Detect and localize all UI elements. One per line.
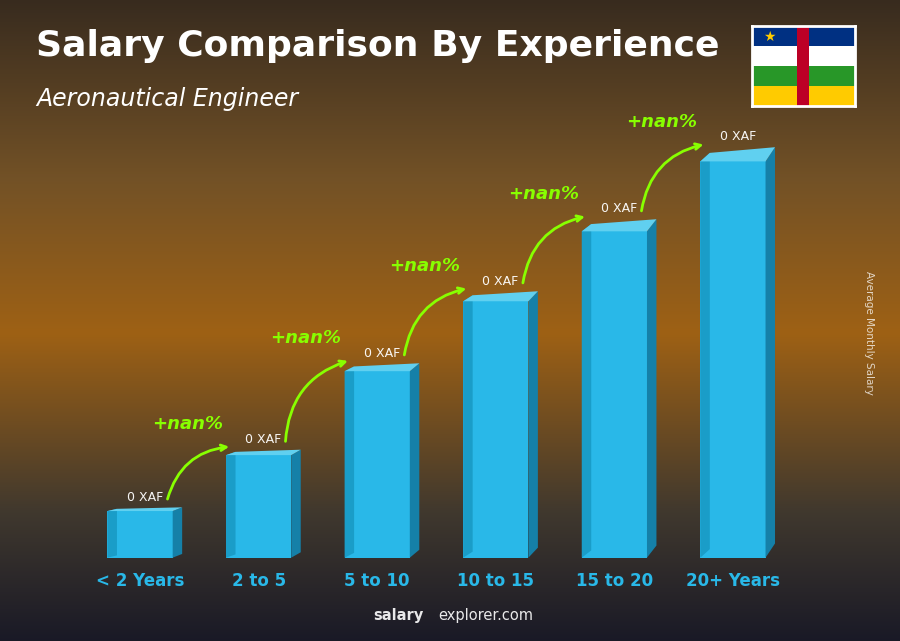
Polygon shape (464, 291, 538, 301)
Text: 0 XAF: 0 XAF (127, 490, 163, 504)
Text: salary: salary (374, 608, 424, 623)
Polygon shape (528, 291, 538, 558)
Text: +nan%: +nan% (508, 185, 579, 203)
Polygon shape (766, 147, 775, 558)
Bar (226, 455, 292, 558)
Text: +nan%: +nan% (389, 257, 460, 275)
Text: Aeronautical Engineer: Aeronautical Engineer (36, 87, 298, 110)
Bar (752, 86, 855, 106)
Text: 0 XAF: 0 XAF (719, 131, 756, 144)
Bar (464, 301, 528, 558)
Polygon shape (464, 296, 472, 558)
Polygon shape (107, 507, 182, 511)
Bar (752, 46, 855, 65)
Bar (752, 65, 855, 86)
Polygon shape (107, 509, 117, 558)
Bar (797, 26, 809, 106)
Bar (752, 26, 855, 46)
Bar (700, 162, 766, 558)
Polygon shape (345, 363, 419, 371)
Text: ★: ★ (763, 30, 775, 44)
Text: +nan%: +nan% (152, 415, 223, 433)
Bar (345, 371, 410, 558)
Polygon shape (226, 450, 301, 455)
Bar (107, 511, 173, 558)
Polygon shape (292, 450, 301, 558)
Polygon shape (345, 367, 354, 558)
Text: +nan%: +nan% (626, 113, 698, 131)
Text: Salary Comparison By Experience: Salary Comparison By Experience (36, 29, 719, 63)
Polygon shape (700, 147, 775, 162)
Text: explorer.com: explorer.com (438, 608, 534, 623)
Text: +nan%: +nan% (271, 329, 342, 347)
Polygon shape (700, 153, 710, 558)
Polygon shape (226, 452, 236, 558)
Polygon shape (410, 363, 419, 558)
Text: 0 XAF: 0 XAF (364, 347, 400, 360)
Polygon shape (173, 507, 182, 558)
Text: Average Monthly Salary: Average Monthly Salary (863, 271, 874, 395)
Bar (581, 231, 647, 558)
Text: 0 XAF: 0 XAF (601, 203, 637, 215)
Text: 0 XAF: 0 XAF (246, 433, 282, 446)
Polygon shape (581, 219, 656, 231)
Polygon shape (647, 219, 656, 558)
Polygon shape (581, 224, 591, 558)
Text: 0 XAF: 0 XAF (482, 274, 518, 288)
